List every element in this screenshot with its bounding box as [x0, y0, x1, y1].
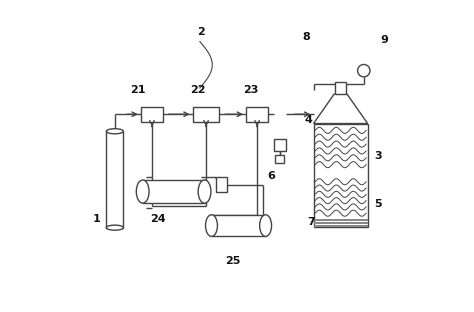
Text: 1: 1: [92, 214, 100, 224]
Bar: [335, 82, 346, 94]
Text: 25: 25: [225, 256, 240, 266]
Text: 6: 6: [267, 171, 275, 181]
Ellipse shape: [260, 215, 272, 236]
Bar: [274, 139, 285, 151]
Text: 8: 8: [303, 32, 310, 42]
Text: 23: 23: [243, 85, 259, 95]
Ellipse shape: [137, 180, 149, 203]
Bar: [216, 177, 228, 192]
Bar: [313, 222, 368, 224]
Ellipse shape: [106, 225, 123, 230]
Bar: [246, 106, 268, 122]
Text: 2: 2: [198, 27, 205, 37]
Bar: [313, 124, 368, 227]
Text: 22: 22: [191, 85, 206, 95]
Bar: [313, 225, 368, 227]
Bar: [143, 180, 205, 203]
Bar: [193, 106, 219, 122]
Text: 3: 3: [374, 151, 382, 161]
Ellipse shape: [206, 215, 218, 236]
Bar: [313, 218, 368, 221]
Text: 21: 21: [130, 85, 146, 95]
Ellipse shape: [198, 180, 211, 203]
Text: 24: 24: [150, 214, 166, 224]
Polygon shape: [313, 94, 368, 124]
Circle shape: [357, 65, 370, 77]
Bar: [106, 131, 123, 228]
Bar: [275, 155, 284, 163]
Text: 9: 9: [380, 35, 388, 45]
Bar: [141, 106, 163, 122]
Ellipse shape: [106, 129, 123, 134]
Text: 7: 7: [307, 217, 315, 227]
Text: 4: 4: [304, 115, 312, 125]
Bar: [211, 215, 265, 236]
Text: 5: 5: [374, 199, 382, 209]
